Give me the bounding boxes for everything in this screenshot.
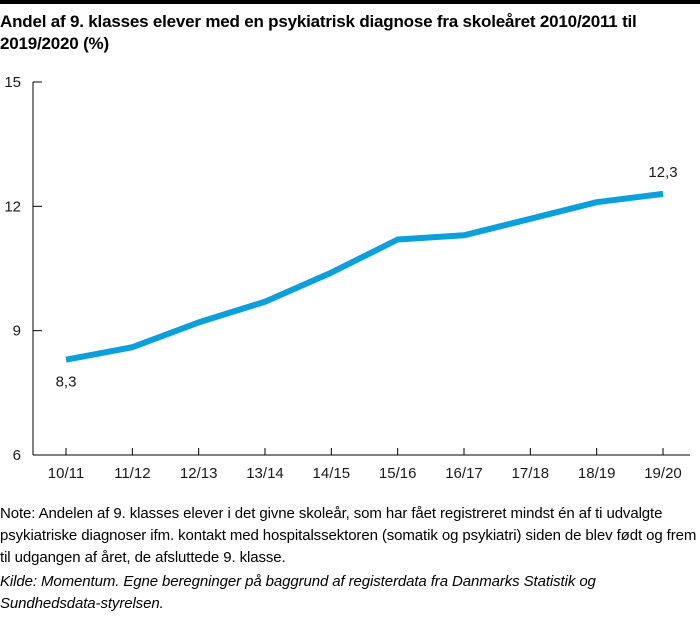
x-tick-label: 13/14 (246, 465, 284, 482)
x-tick-label: 15/16 (379, 465, 417, 482)
chart-title: Andel af 9. klasses elever med en psykia… (0, 12, 637, 53)
series-line (65, 190, 664, 363)
x-tick-label: 19/20 (644, 465, 682, 482)
x-tick-label: 12/13 (180, 465, 218, 482)
x-tick-label: 14/15 (313, 465, 351, 482)
y-tick-label: 9 (13, 323, 21, 340)
chart-note: Note: Andelen af 9. klasses elever i det… (0, 505, 697, 566)
x-tick-label: 18/19 (578, 465, 616, 482)
y-tick-label: 6 (13, 447, 21, 464)
y-tick-label: 12 (4, 198, 21, 215)
top-rule (0, 0, 700, 4)
y-tick-label: 15 (4, 74, 21, 91)
x-tick-label: 10/11 (48, 465, 84, 482)
line-chart: 6 9 12 15 10/11 11/12 12/13 13/14 14/15 15/16 16/1… (4, 74, 690, 482)
chart-source: Kilde: Momentum. Egne beregninger på bag… (0, 573, 596, 612)
x-tick-label: 17/18 (512, 465, 550, 482)
x-tick-label: 11/12 (114, 465, 150, 482)
x-tick-label: 16/17 (445, 465, 483, 482)
data-label: 12,3 (648, 164, 677, 181)
data-label: 8,3 (56, 374, 77, 391)
